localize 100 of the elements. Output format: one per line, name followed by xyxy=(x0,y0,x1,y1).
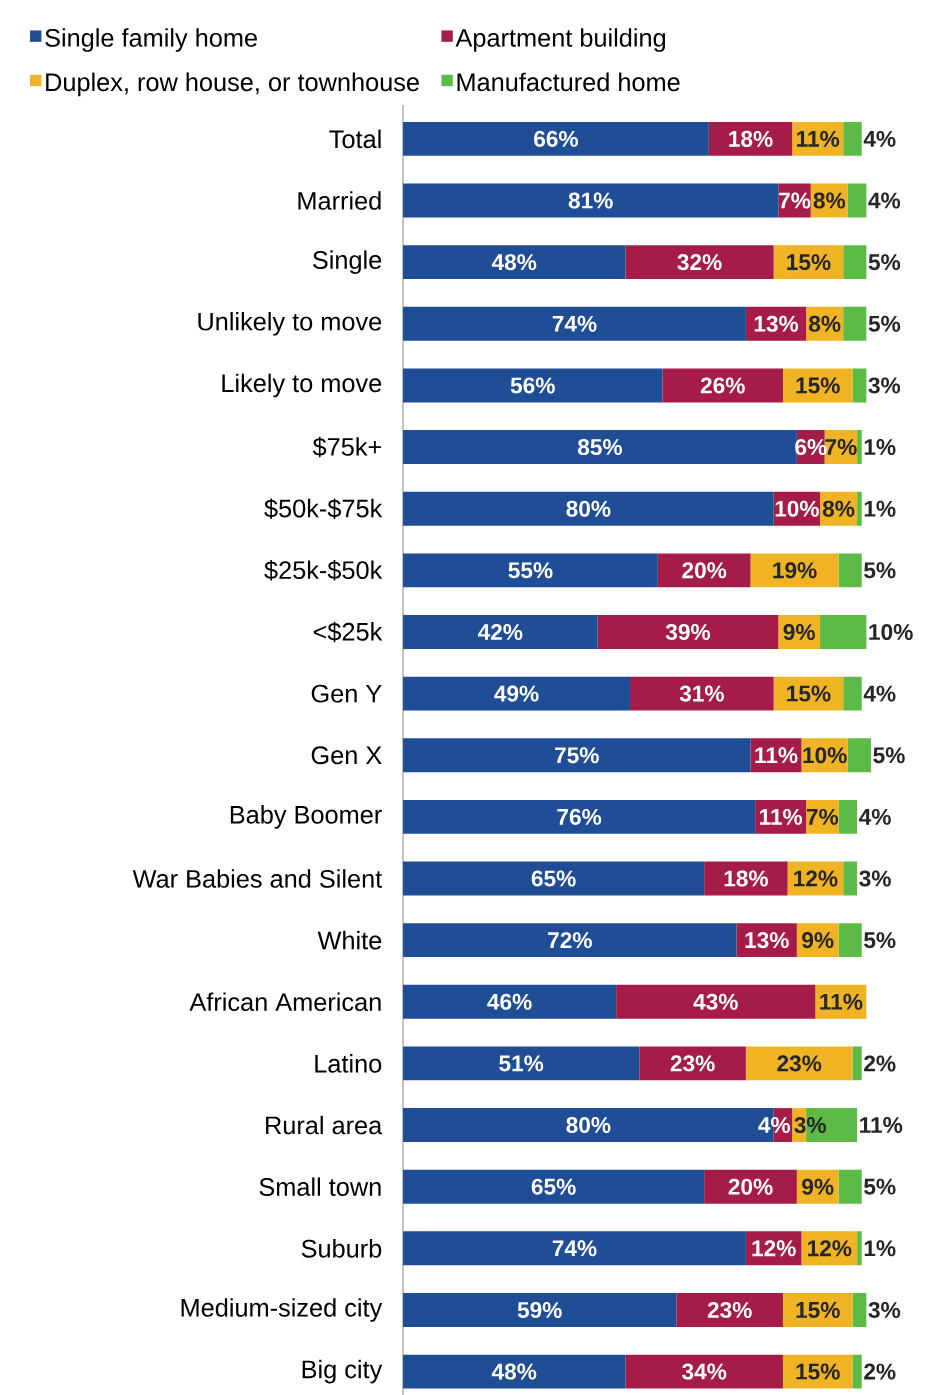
bar xyxy=(402,121,709,156)
data-label: 5% xyxy=(873,747,905,764)
data-label: 65% xyxy=(531,870,576,887)
bar xyxy=(852,368,867,403)
data-label: 80% xyxy=(566,500,611,517)
data-label: 8% xyxy=(813,192,846,209)
data-label: 72% xyxy=(548,932,592,949)
data-label: 31% xyxy=(679,685,724,702)
bar xyxy=(402,491,774,526)
bar xyxy=(402,861,705,896)
data-label: 49% xyxy=(494,685,539,702)
y-tick-label: <$25k xyxy=(313,621,383,643)
bar xyxy=(402,183,779,218)
data-label: 4% xyxy=(758,1117,791,1133)
data-label: 9% xyxy=(802,1178,834,1195)
data-label: 23% xyxy=(707,1301,752,1318)
bar xyxy=(838,923,862,958)
data-label: 18% xyxy=(724,870,768,887)
bar xyxy=(838,799,858,834)
y-tick-label: Total xyxy=(329,129,381,149)
data-label: 85% xyxy=(577,439,622,456)
data-label: 3% xyxy=(868,1301,901,1318)
y-tick-label: Latino xyxy=(315,1054,382,1073)
bar xyxy=(745,1046,853,1081)
legend-label: Apartment building xyxy=(455,28,665,52)
data-label: 34% xyxy=(682,1363,727,1380)
bar xyxy=(676,1293,783,1327)
bar xyxy=(402,245,626,280)
bar xyxy=(852,1354,862,1389)
data-label: 56% xyxy=(510,377,555,394)
bar xyxy=(838,1169,862,1204)
data-label: 4% xyxy=(859,808,891,825)
data-label: 55% xyxy=(508,562,553,579)
bar xyxy=(662,368,783,403)
bar xyxy=(402,306,746,341)
data-label: 12% xyxy=(794,870,838,887)
bar xyxy=(843,245,867,280)
data-label: 5% xyxy=(864,562,896,579)
data-label: 11% xyxy=(760,808,803,825)
data-label: 15% xyxy=(787,254,831,271)
data-label: 1% xyxy=(864,439,896,456)
legend-label: Single family home xyxy=(45,28,257,52)
y-tick-label: Small town xyxy=(259,1177,381,1196)
data-label: 10% xyxy=(803,747,847,764)
bar xyxy=(402,553,658,588)
bar xyxy=(820,615,867,649)
bar xyxy=(843,676,862,711)
data-label: 74% xyxy=(552,1240,597,1257)
data-label: 11% xyxy=(755,747,798,764)
y-tick-label: $25k-$50k xyxy=(264,560,383,581)
data-label: 13% xyxy=(745,932,789,949)
bar xyxy=(704,1169,797,1204)
bar xyxy=(843,861,858,896)
bar xyxy=(852,1046,862,1081)
data-label: 4% xyxy=(863,130,896,147)
data-label: 5% xyxy=(868,315,901,332)
data-label: 7% xyxy=(825,439,857,456)
bar xyxy=(402,923,737,958)
bar xyxy=(838,553,862,588)
bar xyxy=(639,1046,746,1081)
legend-label: Manufactured home xyxy=(457,72,680,92)
data-label: 59% xyxy=(517,1301,562,1318)
data-label: 10% xyxy=(775,500,819,517)
data-label: 7% xyxy=(779,192,811,209)
data-label: 23% xyxy=(777,1055,822,1072)
data-label: 5% xyxy=(864,932,896,949)
bar xyxy=(402,368,663,403)
data-label: 10% xyxy=(869,623,913,640)
bar xyxy=(657,553,751,588)
data-label: 11% xyxy=(820,993,863,1010)
data-label: 18% xyxy=(729,130,773,147)
y-tick-label: Likely to move xyxy=(222,373,382,398)
data-label: 81% xyxy=(568,192,613,209)
data-label: 3% xyxy=(859,870,891,887)
bar xyxy=(843,121,862,156)
data-label: 39% xyxy=(665,623,711,640)
data-label: 2% xyxy=(864,1363,896,1380)
y-tick-label: Unlikely to move xyxy=(198,312,382,336)
bar xyxy=(402,1169,705,1204)
data-label: 75% xyxy=(555,747,599,764)
data-label: 74% xyxy=(552,315,597,332)
y-tick-label: Married xyxy=(298,191,381,210)
data-label: 9% xyxy=(802,932,834,949)
data-label: 15% xyxy=(796,1301,840,1318)
bar xyxy=(402,984,617,1019)
bar xyxy=(852,1293,867,1327)
y-tick-label: Single xyxy=(313,250,382,274)
data-label: 1% xyxy=(864,1240,896,1257)
data-label: 5% xyxy=(864,1178,896,1195)
y-tick-label: $50k-$75k xyxy=(264,498,383,519)
y-tick-label: Suburb xyxy=(301,1239,382,1258)
data-label: 19% xyxy=(773,562,817,579)
data-label: 46% xyxy=(487,993,532,1010)
data-label: 11% xyxy=(860,1117,903,1133)
y-tick-label: Baby Boomer xyxy=(230,805,382,829)
bar xyxy=(597,615,779,649)
data-label: 23% xyxy=(670,1055,715,1072)
y-tick-label: African American xyxy=(189,992,381,1012)
data-label: 65% xyxy=(531,1178,576,1195)
bar xyxy=(625,1354,783,1389)
